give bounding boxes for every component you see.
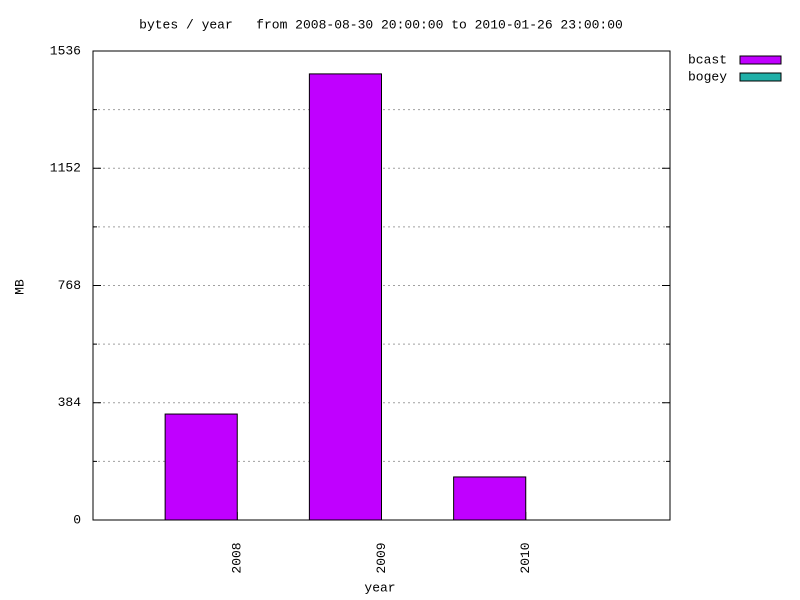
y-tick-label: 0: [73, 512, 81, 527]
bar: [164, 413, 238, 521]
x-axis-label: year: [364, 580, 395, 595]
y-tick-label: 384: [58, 395, 82, 410]
x-tick-label: 2009: [374, 542, 389, 573]
chart-title: bytes / year from 2008-08-30 20:00:00 to…: [139, 17, 623, 32]
y-tick-label: 1152: [50, 161, 81, 176]
x-tick-label: 2008: [230, 542, 245, 573]
y-tick-label: 768: [58, 278, 81, 293]
bar: [308, 73, 382, 521]
x-tick-label: 2010: [518, 542, 533, 573]
plot-frame: [92, 50, 671, 521]
y-tick-label: 1536: [50, 43, 81, 58]
legend-label: bcast: [688, 52, 727, 67]
y-axis-label: MB: [12, 279, 27, 295]
legend-swatch: [739, 72, 782, 82]
legend-swatch: [739, 55, 782, 65]
bar: [453, 476, 527, 521]
legend-label: bogey: [688, 69, 727, 84]
